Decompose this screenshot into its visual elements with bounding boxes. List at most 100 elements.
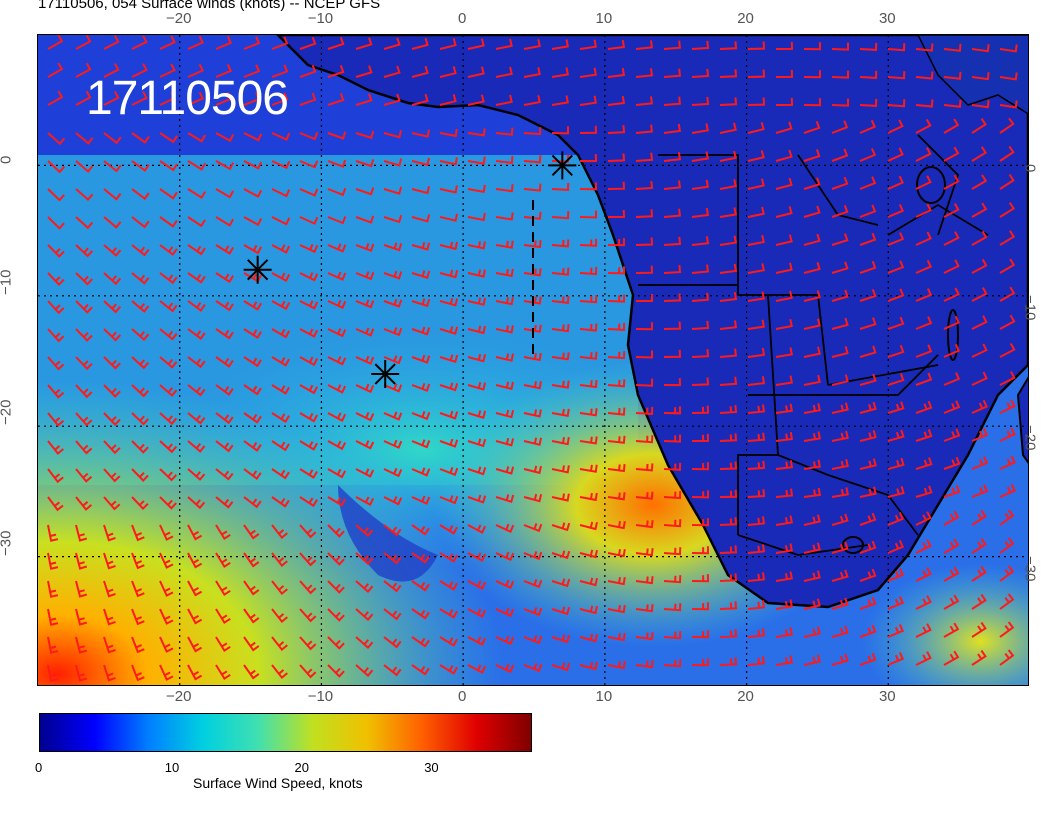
wind-barb (803, 70, 822, 79)
wind-barb (551, 408, 570, 417)
land-africa (276, 35, 1028, 609)
wind-barb (915, 175, 932, 190)
colorbar (39, 713, 532, 752)
wind-barb (327, 468, 347, 479)
wind-barb (383, 580, 402, 593)
wind-barb (691, 518, 710, 527)
wind-barb (579, 633, 598, 643)
wind-barb (495, 38, 513, 50)
wind-barb (355, 242, 375, 253)
wind-barb (523, 437, 542, 446)
wind-barb (943, 43, 962, 52)
lat-label: −30 (0, 530, 15, 556)
wind-barb (47, 608, 59, 626)
wind-barb (75, 552, 88, 570)
wind-barb (495, 94, 513, 106)
wind-barb (579, 210, 597, 219)
wind-barb (411, 580, 430, 592)
wind-barb (355, 636, 374, 650)
wind-barb (103, 580, 116, 598)
wind-barb (523, 296, 542, 305)
wind-barb (803, 403, 821, 414)
wind-barb (271, 356, 290, 367)
wind-barb (663, 40, 681, 50)
wind-barb (775, 599, 793, 610)
wind-barb (215, 412, 234, 425)
wind-barb (607, 67, 626, 78)
wind-barb (495, 268, 514, 278)
wind-barb (187, 160, 206, 171)
wind-barb (887, 260, 905, 274)
wind-barb (831, 653, 849, 666)
wind-barb (691, 546, 710, 555)
wind-barb (523, 551, 543, 561)
wind-barb (747, 489, 766, 498)
wind-barb (943, 99, 962, 108)
wind-barb (747, 319, 765, 330)
wind-barb (551, 324, 570, 333)
wind-barb (803, 177, 821, 190)
wind-barb (467, 184, 486, 193)
wind-barb (215, 664, 231, 680)
station-marker (548, 151, 577, 180)
lon-label: 20 (737, 688, 754, 705)
wind-barb (915, 316, 933, 330)
wind-barb (355, 299, 375, 309)
wind-barb (943, 400, 961, 414)
wind-barb (607, 351, 626, 360)
wind-barb (551, 211, 570, 220)
wind-barb (243, 36, 261, 50)
wind-barb (831, 597, 849, 610)
wind-barb (663, 180, 682, 190)
wind-barb (803, 149, 821, 162)
wind-barb (663, 293, 682, 302)
wind-barb (607, 521, 626, 530)
wind-barb (47, 440, 64, 455)
wind-barb (439, 241, 458, 251)
wind-barb (859, 260, 877, 274)
wind-barb (551, 295, 570, 305)
wind-barb (607, 605, 626, 614)
wind-barb (75, 636, 88, 654)
wind-barb (243, 552, 260, 568)
wind-barb (831, 402, 849, 414)
wind-barb (607, 492, 626, 501)
wind-barb (327, 356, 347, 366)
wind-barb (355, 65, 373, 78)
wind-barb (579, 351, 598, 360)
wind-barb (887, 595, 905, 610)
wind-barb (971, 509, 987, 526)
wind-barb (103, 524, 116, 542)
wind-barb (327, 664, 345, 678)
wind-barb (75, 62, 92, 78)
wind-barb (383, 439, 403, 449)
wind-barb (635, 548, 654, 557)
wind-barb (159, 580, 174, 597)
wind-barb (187, 524, 203, 541)
wind-barb (299, 160, 319, 169)
wind-barb (719, 150, 737, 162)
wind-barb (943, 594, 960, 610)
wind-barb (243, 92, 261, 106)
wind-barb (299, 188, 319, 197)
wind-barb (187, 244, 206, 256)
wind-barb (943, 566, 960, 582)
graticule (38, 35, 1028, 685)
wind-barb (243, 412, 262, 424)
wind-barb (915, 457, 933, 470)
wind-barb (75, 496, 93, 511)
wind-barb (215, 132, 235, 143)
wind-barb (355, 187, 375, 196)
wind-barb (579, 67, 597, 78)
wind-barb (495, 494, 515, 503)
wind-barb (831, 120, 849, 134)
wind-barb (943, 287, 960, 302)
wind-barb (355, 412, 375, 422)
wind-barb (999, 455, 1016, 470)
wind-barb (327, 412, 347, 422)
wind-barb (131, 524, 145, 542)
wind-barb (803, 487, 822, 498)
wind-barb (467, 353, 487, 363)
date-stamp: 17110506 (86, 72, 289, 125)
wind-barb (663, 575, 682, 584)
